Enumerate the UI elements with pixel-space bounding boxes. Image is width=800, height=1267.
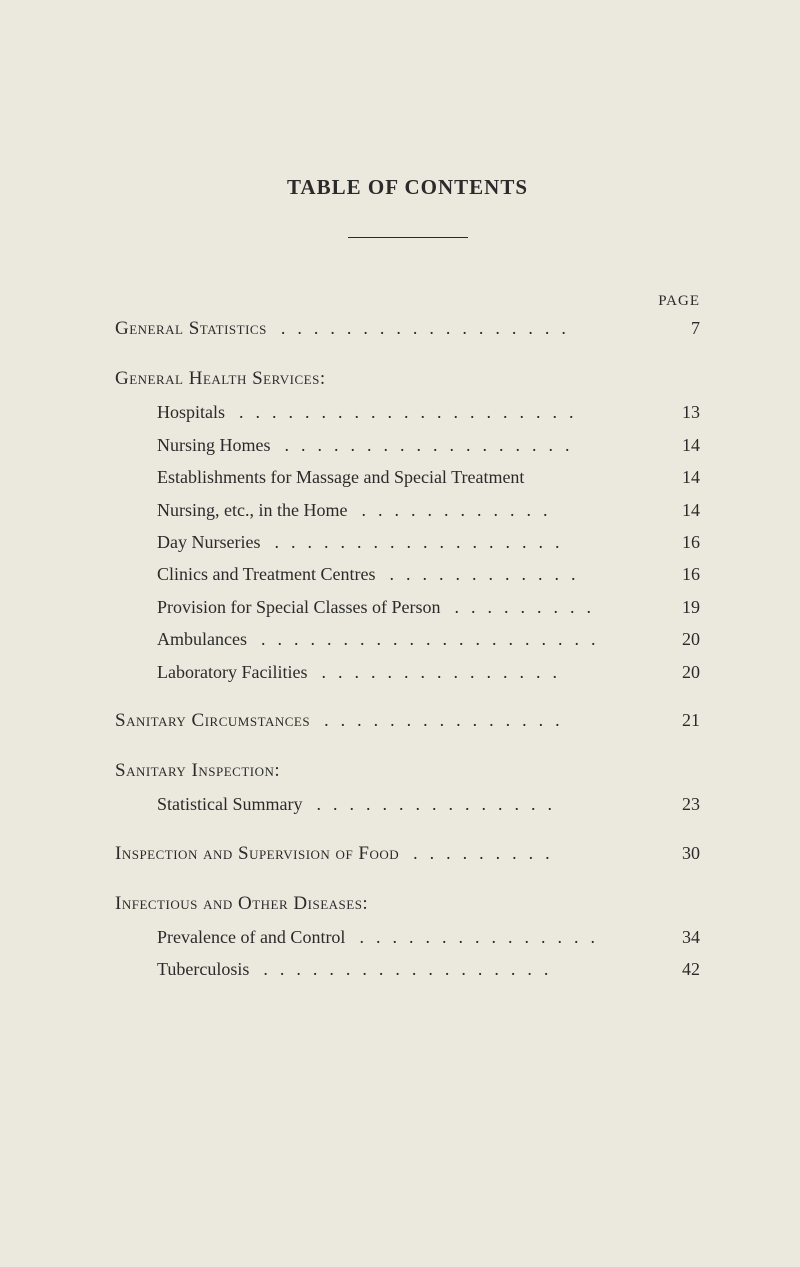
section-gap [115,346,700,362]
section-gap [115,821,700,837]
toc-entry: Inspection and Supervision of Food......… [115,837,700,871]
toc-entry-page: 34 [650,921,700,953]
toc-entry-label: Provision for Special Classes of Person [115,591,440,623]
toc-leader-dots: ............ [347,494,650,526]
toc-entry-label: Tuberculosis [115,953,249,985]
toc-entry: Day Nurseries..................16 [115,526,700,558]
page-column-header: PAGE [115,293,700,310]
toc-entry: Nursing Homes..................14 [115,429,700,461]
toc-entry-label: Day Nurseries [115,526,260,558]
toc-header-label: Infectious and Other Diseases: [115,887,700,921]
toc-entry-label: Hospitals [115,396,225,428]
toc-entry-label: Nursing, etc., in the Home [115,494,347,526]
toc-leader-dots: ............ [375,558,650,590]
toc-entry: Sanitary Circumstances...............21 [115,704,700,738]
toc-entry-label: Inspection and Supervision of Food [115,837,399,871]
toc-entry-page: 20 [650,623,700,655]
toc-entry-page: 14 [650,429,700,461]
toc-entry-page: 13 [650,396,700,428]
toc-leader-dots: ......... [440,591,650,623]
toc-entry: Laboratory Facilities...............20 [115,656,700,688]
toc-header-label: Sanitary Inspection: [115,754,700,788]
toc-entry: Hospitals.....................13 [115,396,700,428]
toc-leader-dots: ..................... [225,396,650,428]
toc-entry: Establishments for Massage and Special T… [115,461,700,493]
toc-entry-page: 23 [650,788,700,820]
toc-entry-label: Prevalence of and Control [115,921,345,953]
toc-entry: Tuberculosis..................42 [115,953,700,985]
toc-entry: Nursing, etc., in the Home............14 [115,494,700,526]
toc-leader-dots: ......... [399,837,650,869]
toc-entry-page: 7 [650,312,700,344]
toc-leader-dots: ..................... [247,623,650,655]
toc-section-header: Sanitary Inspection: [115,754,700,788]
horizontal-rule [348,237,468,238]
toc-entry-page: 20 [650,656,700,688]
toc-entry: Prevalence of and Control...............… [115,921,700,953]
toc-entry-label: General Statistics [115,312,267,346]
toc-header-label: General Health Services: [115,362,700,396]
toc-entry-label: Clinics and Treatment Centres [115,558,375,590]
table-of-contents: General Statistics..................7Gen… [115,312,700,986]
toc-entry-label: Establishments for Massage and Special T… [115,461,524,493]
section-gap [115,688,700,704]
toc-entry-label: Sanitary Circumstances [115,704,310,738]
toc-entry-page: 21 [650,704,700,736]
toc-leader-dots: .................. [249,953,650,985]
toc-entry-page: 16 [650,526,700,558]
page-title: TABLE OF CONTENTS [115,175,700,200]
section-gap [115,871,700,887]
toc-leader-dots: .................. [271,429,651,461]
section-gap [115,738,700,754]
toc-entry: General Statistics..................7 [115,312,700,346]
toc-leader-dots: ............... [345,921,650,953]
toc-section-header: Infectious and Other Diseases: [115,887,700,921]
toc-entry-label: Ambulances [115,623,247,655]
toc-leader-dots: .................. [260,526,650,558]
toc-entry-page: 42 [650,953,700,985]
toc-leader-dots: ............... [307,656,650,688]
toc-entry: Ambulances.....................20 [115,623,700,655]
toc-leader-dots: .................. [267,312,650,344]
toc-entry-label: Nursing Homes [115,429,271,461]
toc-entry: Provision for Special Classes of Person.… [115,591,700,623]
toc-entry-page: 19 [650,591,700,623]
toc-entry-page: 16 [650,558,700,590]
toc-entry-page: 14 [650,461,700,493]
toc-entry-page: 14 [650,494,700,526]
toc-leader-dots: ............... [303,788,651,820]
toc-entry: Statistical Summary...............23 [115,788,700,820]
toc-entry: Clinics and Treatment Centres...........… [115,558,700,590]
toc-leader-dots: ............... [310,704,650,736]
divider-wrap [115,225,700,243]
toc-entry-page: 30 [650,837,700,869]
toc-section-header: General Health Services: [115,362,700,396]
toc-entry-label: Statistical Summary [115,788,303,820]
toc-entry-label: Laboratory Facilities [115,656,307,688]
